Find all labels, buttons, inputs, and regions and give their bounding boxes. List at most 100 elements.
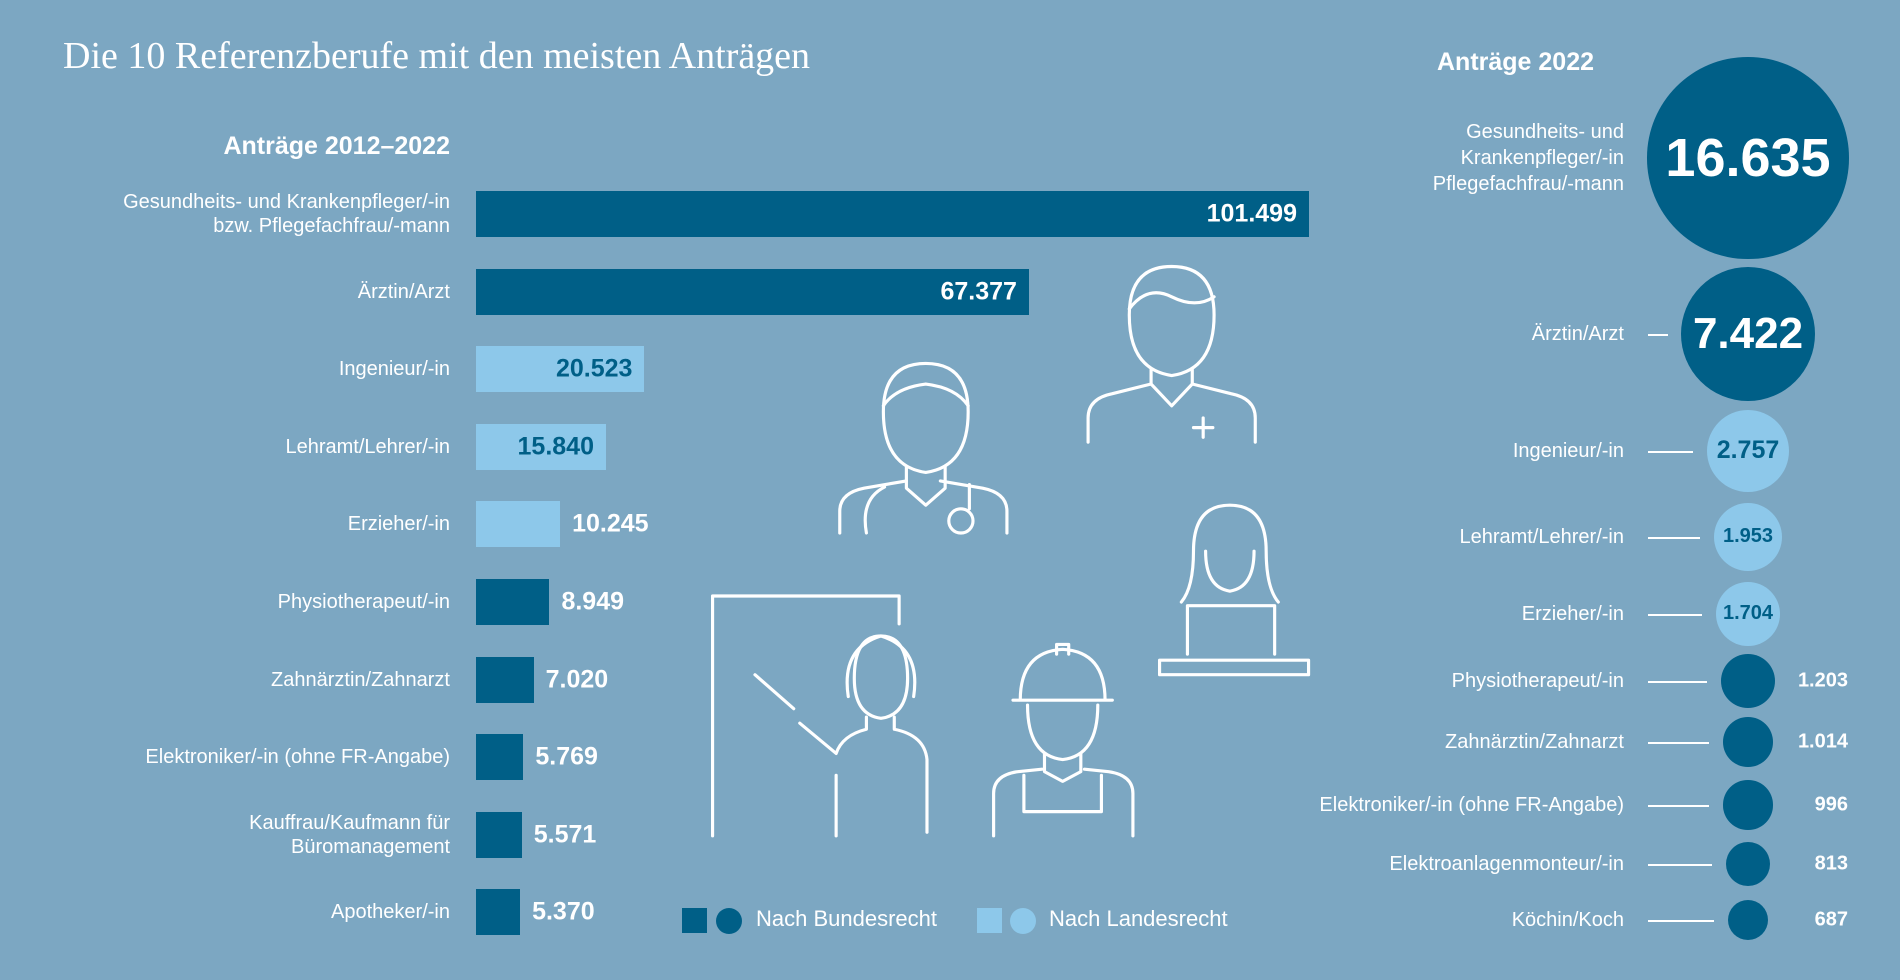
bubble: 16.635 xyxy=(1647,57,1849,259)
bar-value-label: 101.499 xyxy=(1206,199,1297,228)
bar-category-label: Ärztin/Arzt xyxy=(358,280,450,304)
leader-line xyxy=(1648,742,1710,744)
bar-value-label: 20.523 xyxy=(555,354,633,383)
construction-worker-icon xyxy=(992,642,1135,838)
bubble-category-line: Elektroniker/-in (ohne FR-Angabe) xyxy=(1319,794,1624,816)
bubble-category-label: Erzieher/-in xyxy=(1522,601,1624,627)
bar-value-label: 5.571 xyxy=(533,820,597,849)
bar-category-label: Ingenieur/-in xyxy=(339,357,450,381)
bar-value-label: 8.949 xyxy=(561,587,624,616)
bubble-value-label: 7.422 xyxy=(1692,308,1804,358)
legend-label-landesrecht: Nach Landesrecht xyxy=(1049,906,1228,931)
bar xyxy=(476,346,645,393)
bar-category-label: Erzieher/-in xyxy=(348,512,450,536)
bar-category-line: Apotheker/-in xyxy=(331,901,450,924)
bubble-category-line: Ingenieur/-in xyxy=(1512,440,1624,462)
legend-square-bundesrecht xyxy=(682,908,707,933)
bubble-category-line: Erzieher/-in xyxy=(1521,603,1624,625)
bubble-category-label: Ärztin/Arzt xyxy=(1532,321,1624,347)
leader-line xyxy=(1648,614,1702,616)
bubble-category-line: Gesundheits- und xyxy=(1466,121,1624,143)
bubble-value-label: 1.704 xyxy=(1722,602,1774,625)
bar-category-line: Ingenieur/-in xyxy=(338,358,450,381)
bubble: 7.422 xyxy=(1680,266,1816,402)
bar-category-label: Zahnärztin/Zahnarzt xyxy=(271,668,450,692)
bubble-category-label: Gesundheits- und Krankenpfleger/-in Pflege… xyxy=(1433,119,1624,197)
bar-value-label: 15.840 xyxy=(517,432,594,461)
bar xyxy=(476,501,561,548)
bubble-category-line: Ärztin/Arzt xyxy=(1531,323,1624,345)
bubble: 1.953 xyxy=(1713,502,1783,572)
bubble-value-label: 1.203 xyxy=(1797,669,1848,692)
bubble-chart-title: Anträge 2022 xyxy=(1437,48,1595,76)
bar-category-line: Zahnärztin/Zahnarzt xyxy=(271,668,450,691)
bar-category-line: bzw. Pflegefachfrau/-mann xyxy=(213,215,450,237)
bubble-category-line: Lehramt/Lehrer/-in xyxy=(1459,526,1624,548)
bubble xyxy=(1725,841,1771,887)
bubble-category-label: Köchin/Koch xyxy=(1512,907,1624,933)
bar-value-label: 5.370 xyxy=(532,897,595,926)
leader-line xyxy=(1648,537,1700,539)
bubble-category-label: Physiotherapeut/-in xyxy=(1452,668,1624,694)
bar-category-label: Elektroniker/-in (ohne FR-Angabe) xyxy=(145,745,450,769)
bar xyxy=(476,191,1309,237)
office-worker-icon xyxy=(1157,503,1311,677)
bubble-category-line: Elektroanlagenmonteur/-in xyxy=(1389,853,1624,875)
bubble-value-label: 2.757 xyxy=(1716,436,1780,465)
bar-value-label: 67.377 xyxy=(940,277,1017,306)
bar-category-line: Büromanagement xyxy=(291,835,450,858)
bubble-value-label: 687 xyxy=(1814,908,1848,931)
bubble-value-label: 16.635 xyxy=(1665,127,1831,188)
legend-square-landesrecht xyxy=(977,908,1002,933)
leader-line xyxy=(1648,805,1710,807)
bubble xyxy=(1720,653,1776,709)
bar xyxy=(476,734,524,781)
leader-line xyxy=(1648,451,1694,453)
leader-line xyxy=(1648,681,1707,683)
bar-value-label: 10.245 xyxy=(572,509,649,538)
teacher-icon xyxy=(710,594,929,838)
bar-category-line: Ärztin/Arzt xyxy=(357,280,450,303)
bar xyxy=(476,811,522,858)
bubble: 1.704 xyxy=(1715,581,1781,647)
bubble-category-label: Lehramt/Lehrer/-in xyxy=(1459,524,1624,550)
bubble-category-line: Physiotherapeut/-in xyxy=(1451,670,1624,692)
bubble-category-line: Köchin/Koch xyxy=(1511,909,1624,931)
bubble-value-label: 1.014 xyxy=(1797,730,1848,753)
leader-line xyxy=(1648,334,1668,336)
bar-category-line: Physiotherapeut/-in xyxy=(277,591,450,613)
bubble-value-label: 813 xyxy=(1814,852,1848,875)
bar-chart-title: Anträge 2012–2022 xyxy=(223,132,450,160)
page-title: Die 10 Referenzberufe mit den meisten An… xyxy=(63,35,811,77)
bar-category-line: Gesundheits- und Krankenpfleger/-in xyxy=(123,191,450,213)
bubble-category-line: Pflegefachfrau/-mann xyxy=(1432,173,1624,195)
bubble xyxy=(1723,780,1773,830)
bar xyxy=(476,423,606,470)
bar xyxy=(476,579,550,625)
bubble-category-line: Krankenpfleger/-in xyxy=(1460,147,1624,169)
bar-category-line: Kauffrau/Kaufmann für xyxy=(249,811,450,834)
bar-value-label: 5.769 xyxy=(535,742,598,771)
bubble-value-label: 996 xyxy=(1814,793,1848,816)
bar-category-line: Elektroniker/-in (ohne FR-Angabe) xyxy=(145,746,450,769)
bar-category-label: Apotheker/-in xyxy=(331,900,450,924)
bar-value-label: 7.020 xyxy=(545,665,609,694)
bar xyxy=(476,656,534,703)
bubble-category-line: Zahnärztin/Zahnarzt xyxy=(1445,731,1624,753)
leader-line xyxy=(1648,864,1712,866)
bar-category-label: Physiotherapeut/-in xyxy=(278,590,450,614)
bar xyxy=(476,889,521,936)
bubble: 2.757 xyxy=(1707,410,1789,492)
bar-category-line: Erzieher/-in xyxy=(347,513,450,536)
bar-category-label: Kauffrau/Kaufmann für Büromanagement xyxy=(249,811,450,859)
bar xyxy=(476,268,1029,315)
legend-circle-bundesrecht xyxy=(716,908,742,934)
doctor-icon xyxy=(838,361,1009,535)
leader-line xyxy=(1648,920,1714,922)
bubble-category-label: Elektroniker/-in (ohne FR-Angabe) xyxy=(1319,792,1624,818)
bubble-category-label: Ingenieur/-in xyxy=(1513,438,1624,464)
legend-label-bundesrecht: Nach Bundesrecht xyxy=(756,906,937,931)
bar-category-label: Gesundheits- und Krankenpfleger/-in bzw. … xyxy=(123,190,450,238)
bar-category-line: Lehramt/Lehrer/-in xyxy=(285,435,450,458)
